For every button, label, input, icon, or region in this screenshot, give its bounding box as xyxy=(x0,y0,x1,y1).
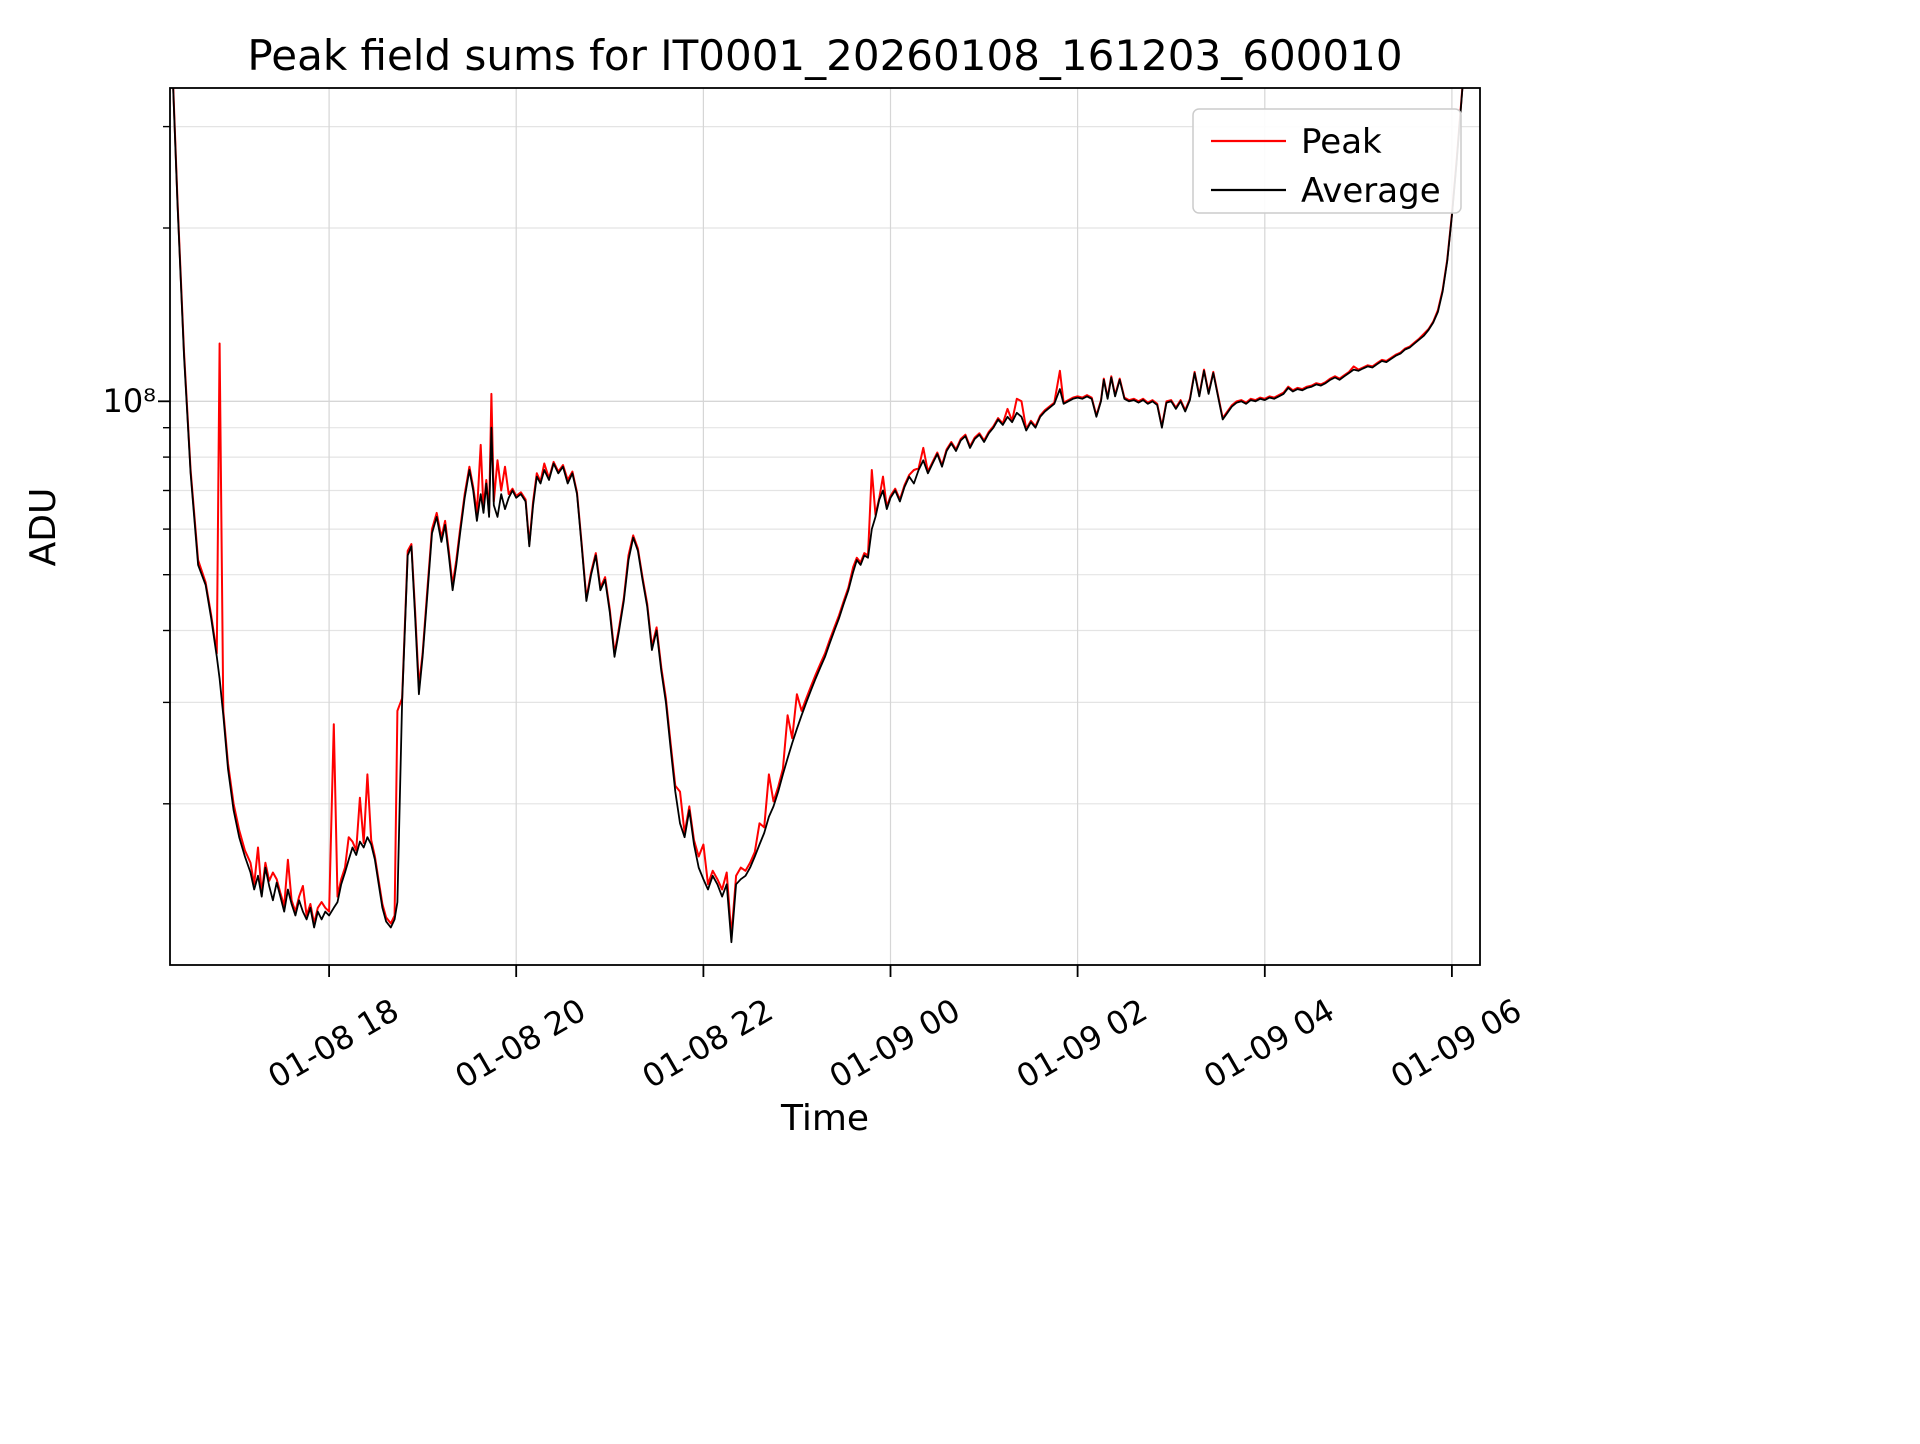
x-axis-label: Time xyxy=(780,1098,869,1139)
y-tick-label-1e8: 10⁸ xyxy=(102,382,156,420)
legend-label-peak: Peak xyxy=(1301,122,1382,162)
x-tick-label: 01-09 04 xyxy=(1197,991,1341,1096)
x-tick-label: 01-09 02 xyxy=(1010,991,1154,1096)
x-tick-label: 01-08 22 xyxy=(636,991,780,1096)
grid-layer xyxy=(170,88,1480,965)
x-tick-label: 01-08 18 xyxy=(262,991,406,1096)
legend-box xyxy=(1192,108,1462,214)
legend: Peak Average xyxy=(1192,108,1462,214)
series-layer xyxy=(172,88,1464,944)
y-axis-label: ADU xyxy=(23,488,64,567)
legend-label-average: Average xyxy=(1301,171,1441,211)
series-average xyxy=(172,88,1464,944)
plot-frame xyxy=(169,87,1481,966)
x-tick-label: 01-09 06 xyxy=(1384,991,1528,1096)
x-tick-label: 01-08 20 xyxy=(449,991,593,1096)
x-tick-label: 01-09 00 xyxy=(823,991,967,1096)
ticks-layer: 01-08 18 01-08 20 01-08 22 01-09 00 01-09 02… xyxy=(158,125,1528,1096)
chart-title: Peak field sums for IT0001_20260108_1612… xyxy=(247,31,1402,80)
